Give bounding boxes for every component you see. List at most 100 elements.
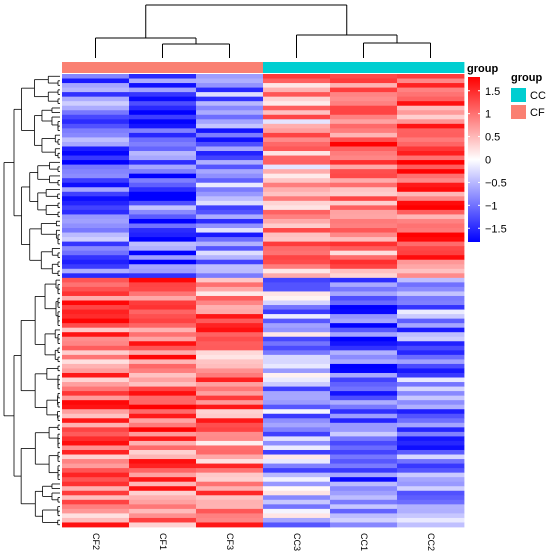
heatmap-cell: [62, 404, 130, 410]
heatmap-cell: [397, 196, 465, 202]
heatmap-cell: [129, 155, 197, 161]
heatmap-cell: [129, 517, 197, 523]
heatmap-cell: [62, 246, 130, 252]
heatmap-cell: [129, 454, 197, 460]
heatmap-cell: [62, 481, 130, 487]
heatmap-cell: [263, 141, 331, 147]
heatmap-cell: [62, 495, 130, 501]
heatmap-cell: [129, 205, 197, 211]
heatmap-cell: [330, 300, 398, 306]
heatmap-cell: [196, 327, 264, 333]
heatmap-cell: [330, 359, 398, 365]
colorbar-tick-label: −1: [485, 200, 498, 212]
annotation-cell-cf: [196, 62, 264, 73]
heatmap-cell: [263, 96, 331, 102]
heatmap-cell: [129, 445, 197, 451]
heatmap-cell: [330, 413, 398, 419]
heatmap-cell: [397, 101, 465, 107]
heatmap-cell: [196, 486, 264, 492]
heatmap-cell: [62, 214, 130, 220]
heatmap-cell: [62, 282, 130, 288]
heatmap-cell: [330, 259, 398, 265]
heatmap-cell: [330, 422, 398, 428]
heatmap-cell: [397, 205, 465, 211]
heatmap-cell: [330, 110, 398, 116]
heatmap-cell: [330, 486, 398, 492]
heatmap-cell: [129, 463, 197, 469]
heatmap-cell: [397, 409, 465, 415]
heatmap-cell: [397, 151, 465, 156]
heatmap-cell: [263, 309, 331, 315]
heatmap-cell: [196, 495, 264, 501]
heatmap-cell: [196, 445, 264, 451]
heatmap-cell: [62, 332, 130, 338]
heatmap-cell: [263, 323, 331, 329]
heatmap-cell: [263, 468, 331, 474]
heatmap-cell: [330, 382, 398, 387]
heatmap-cell: [62, 237, 130, 243]
heatmap-cell: [62, 363, 130, 369]
heatmap-cell: [330, 209, 398, 215]
heatmap-cell: [62, 368, 130, 374]
heatmap-cell: [196, 264, 264, 270]
heatmap-cell: [129, 363, 197, 369]
heatmap-cell: [129, 277, 197, 283]
heatmap-cell: [397, 391, 465, 397]
heatmap-cell: [196, 205, 264, 211]
heatmap-cell: [263, 472, 331, 478]
heatmap-cell: [397, 182, 465, 188]
heatmap-cell: [397, 472, 465, 478]
heatmap-cell: [129, 282, 197, 288]
heatmap-cell: [62, 431, 130, 437]
heatmap-cell: [330, 277, 398, 283]
heatmap-cell: [196, 250, 264, 256]
heatmap-cell: [330, 191, 398, 197]
heatmap-cell: [62, 513, 130, 519]
heatmap-cell: [397, 459, 465, 464]
heatmap-cell: [129, 191, 197, 197]
heatmap-cell: [397, 499, 465, 505]
heatmap-cell: [196, 386, 264, 392]
heatmap-cell: [330, 522, 398, 528]
heatmap-cell: [129, 323, 197, 329]
heatmap-cell: [129, 418, 197, 424]
heatmap-cell: [62, 187, 130, 193]
heatmap-cell: [62, 151, 130, 156]
heatmap-cell: [263, 499, 331, 505]
heatmap-cell: [129, 196, 197, 202]
heatmap-cell: [330, 404, 398, 410]
heatmap-cell: [62, 499, 130, 505]
heatmap-cell: [62, 486, 130, 492]
heatmap-cell: [62, 273, 130, 279]
heatmap-cell: [397, 386, 465, 392]
heatmap-cell: [196, 155, 264, 161]
heatmap-cell: [330, 386, 398, 392]
heatmap-cell: [62, 218, 130, 224]
heatmap-cell: [196, 522, 264, 528]
heatmap-cell: [397, 96, 465, 102]
heatmap-cell: [263, 354, 331, 360]
heatmap-cell: [196, 160, 264, 165]
heatmap-cell: [129, 268, 197, 274]
heatmap-cell: [397, 277, 465, 283]
heatmap-cell: [330, 282, 398, 288]
heatmap-cell: [62, 178, 130, 184]
heatmap-cell: [397, 187, 465, 193]
heatmap-cell: [397, 309, 465, 315]
heatmap-cell: [397, 395, 465, 401]
heatmap-cell: [129, 459, 197, 464]
heatmap-cell: [397, 431, 465, 437]
heatmap-cell: [129, 386, 197, 392]
heatmap-cell: [62, 490, 130, 496]
heatmap-cell: [196, 191, 264, 197]
heatmap-cell: [129, 141, 197, 147]
heatmap-cell: [263, 187, 331, 193]
heatmap-cell: [196, 223, 264, 229]
heatmap-cell: [330, 83, 398, 88]
heatmap-cell: [263, 209, 331, 215]
heatmap-cell: [263, 87, 331, 93]
heatmap-cell: [62, 209, 130, 215]
heatmap-cell: [330, 250, 398, 256]
heatmap-cell: [62, 101, 130, 107]
heatmap-cell: [196, 372, 264, 378]
